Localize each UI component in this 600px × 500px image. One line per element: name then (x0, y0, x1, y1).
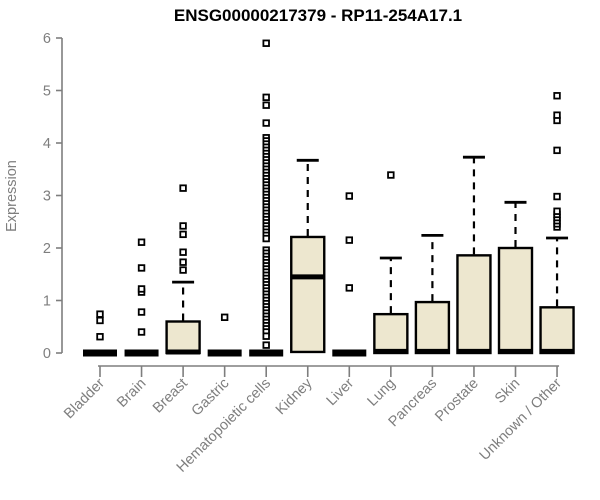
outlier-point (262, 39, 270, 47)
collapsed-box (207, 349, 242, 357)
y-tick-label: 1 (43, 294, 51, 310)
outlier-point (96, 333, 104, 341)
y-tick-label: 6 (43, 31, 51, 47)
outlier-point (220, 313, 229, 321)
outlier-point (179, 222, 187, 230)
outlier-point (262, 101, 270, 109)
collapsed-box (83, 349, 117, 357)
outlier-point (137, 328, 146, 336)
boxplot-hematopoietic-cells (249, 39, 284, 357)
box (497, 246, 534, 355)
outlier-point (96, 316, 104, 325)
boxplot-skin (497, 200, 534, 355)
outlier-point (262, 234, 270, 243)
outlier-point (137, 285, 146, 293)
x-category-label: Lung (365, 376, 399, 410)
outlier-point (179, 230, 187, 239)
boxplot-gastric (207, 313, 242, 357)
box (290, 235, 326, 354)
outlier-point (262, 332, 270, 340)
collapsed-box (124, 349, 159, 357)
boxplot-brain (124, 238, 159, 357)
x-category-label: Bladder (61, 375, 108, 422)
boxplot-bladder (83, 310, 117, 357)
outlier-point (179, 248, 187, 256)
y-tick-label: 4 (43, 136, 51, 152)
y-tick-label: 5 (43, 84, 51, 100)
box (414, 300, 451, 355)
outlier-point (553, 192, 561, 201)
outlier-point (179, 266, 187, 274)
box (539, 306, 575, 355)
y-tick-label: 2 (43, 241, 51, 257)
outlier-point (345, 192, 353, 200)
outlier-point (179, 184, 187, 192)
y-tick-label: 3 (43, 189, 51, 205)
x-category-label: Skin (492, 376, 523, 407)
outlier-point (96, 310, 104, 318)
chart-title: ENSG00000217379 - RP11-254A17.1 (173, 6, 463, 25)
x-category-label: Prostate (432, 376, 481, 425)
box (165, 320, 201, 355)
outlier-point (137, 238, 146, 246)
box (456, 254, 492, 355)
outlier-point (262, 119, 270, 127)
outlier-point (262, 93, 270, 102)
boxplot-unknown-other (539, 92, 575, 355)
outlier-point (387, 171, 395, 179)
box (373, 312, 409, 355)
boxplot-prostate (456, 155, 492, 355)
y-tick-label: 0 (43, 346, 51, 362)
boxplot-liver (332, 192, 367, 357)
collapsed-box (249, 349, 284, 357)
x-category-label: Brain (114, 376, 149, 411)
outlier-point (137, 264, 146, 272)
outlier-point (553, 111, 561, 119)
y-axis: 0 1 2 3 4 5 6 (43, 31, 63, 362)
boxplot-kidney (290, 158, 326, 354)
outlier-point (345, 284, 353, 292)
outlier-point (262, 341, 270, 349)
boxplot-pancreas (414, 233, 451, 355)
collapsed-box (332, 349, 367, 357)
outlier-point (345, 236, 353, 244)
outlier-point (179, 258, 187, 266)
outlier-point (553, 92, 561, 100)
x-category-label: Breast (150, 376, 191, 417)
outlier-point (137, 308, 146, 316)
boxplot-breast (165, 184, 201, 355)
x-category-label: Kidney (273, 375, 316, 418)
outlier-point (553, 207, 561, 215)
outlier-point (553, 146, 561, 155)
x-category-label: Liver (324, 375, 358, 409)
boxplot-lung (373, 171, 409, 355)
